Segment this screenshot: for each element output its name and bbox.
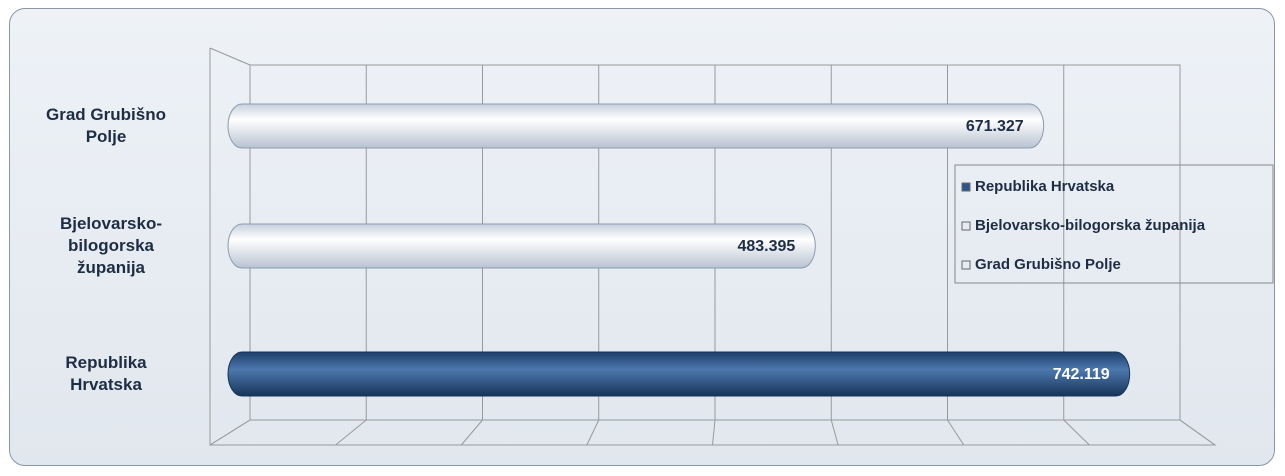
floor-grid-line [830, 419, 839, 446]
legend-label: Republika Hrvatska [975, 178, 1115, 195]
value-label: 483.395 [737, 238, 795, 255]
value-label: 742.119 [1053, 366, 1110, 383]
value-label: 671.327 [966, 118, 1024, 135]
bar [227, 223, 816, 269]
legend-swatch [961, 221, 971, 231]
category-label: Grad Grubišno Polje [46, 105, 166, 146]
floor-grid-line [586, 419, 600, 446]
legend-label: Bjelovarsko-bilogorska županija [975, 217, 1206, 234]
floor-grid-line [947, 419, 965, 446]
legend-swatch [961, 182, 971, 192]
legend-label: Grad Grubišno Polje [975, 256, 1121, 273]
floor-grid-line [335, 419, 367, 446]
category-label: Republika Hrvatska [65, 353, 147, 394]
bar [227, 103, 1045, 149]
legend-swatch [961, 260, 971, 270]
category-label: Bjelovarsko-bilogorska županija [59, 214, 163, 277]
legend-box [954, 164, 1274, 284]
floor-grid-line [1179, 419, 1216, 446]
floor-grid-line [712, 419, 716, 446]
floor-grid-line [209, 419, 251, 446]
floor-grid-line [1063, 419, 1090, 446]
floor-grid-line [460, 419, 483, 446]
bar [227, 351, 1131, 397]
